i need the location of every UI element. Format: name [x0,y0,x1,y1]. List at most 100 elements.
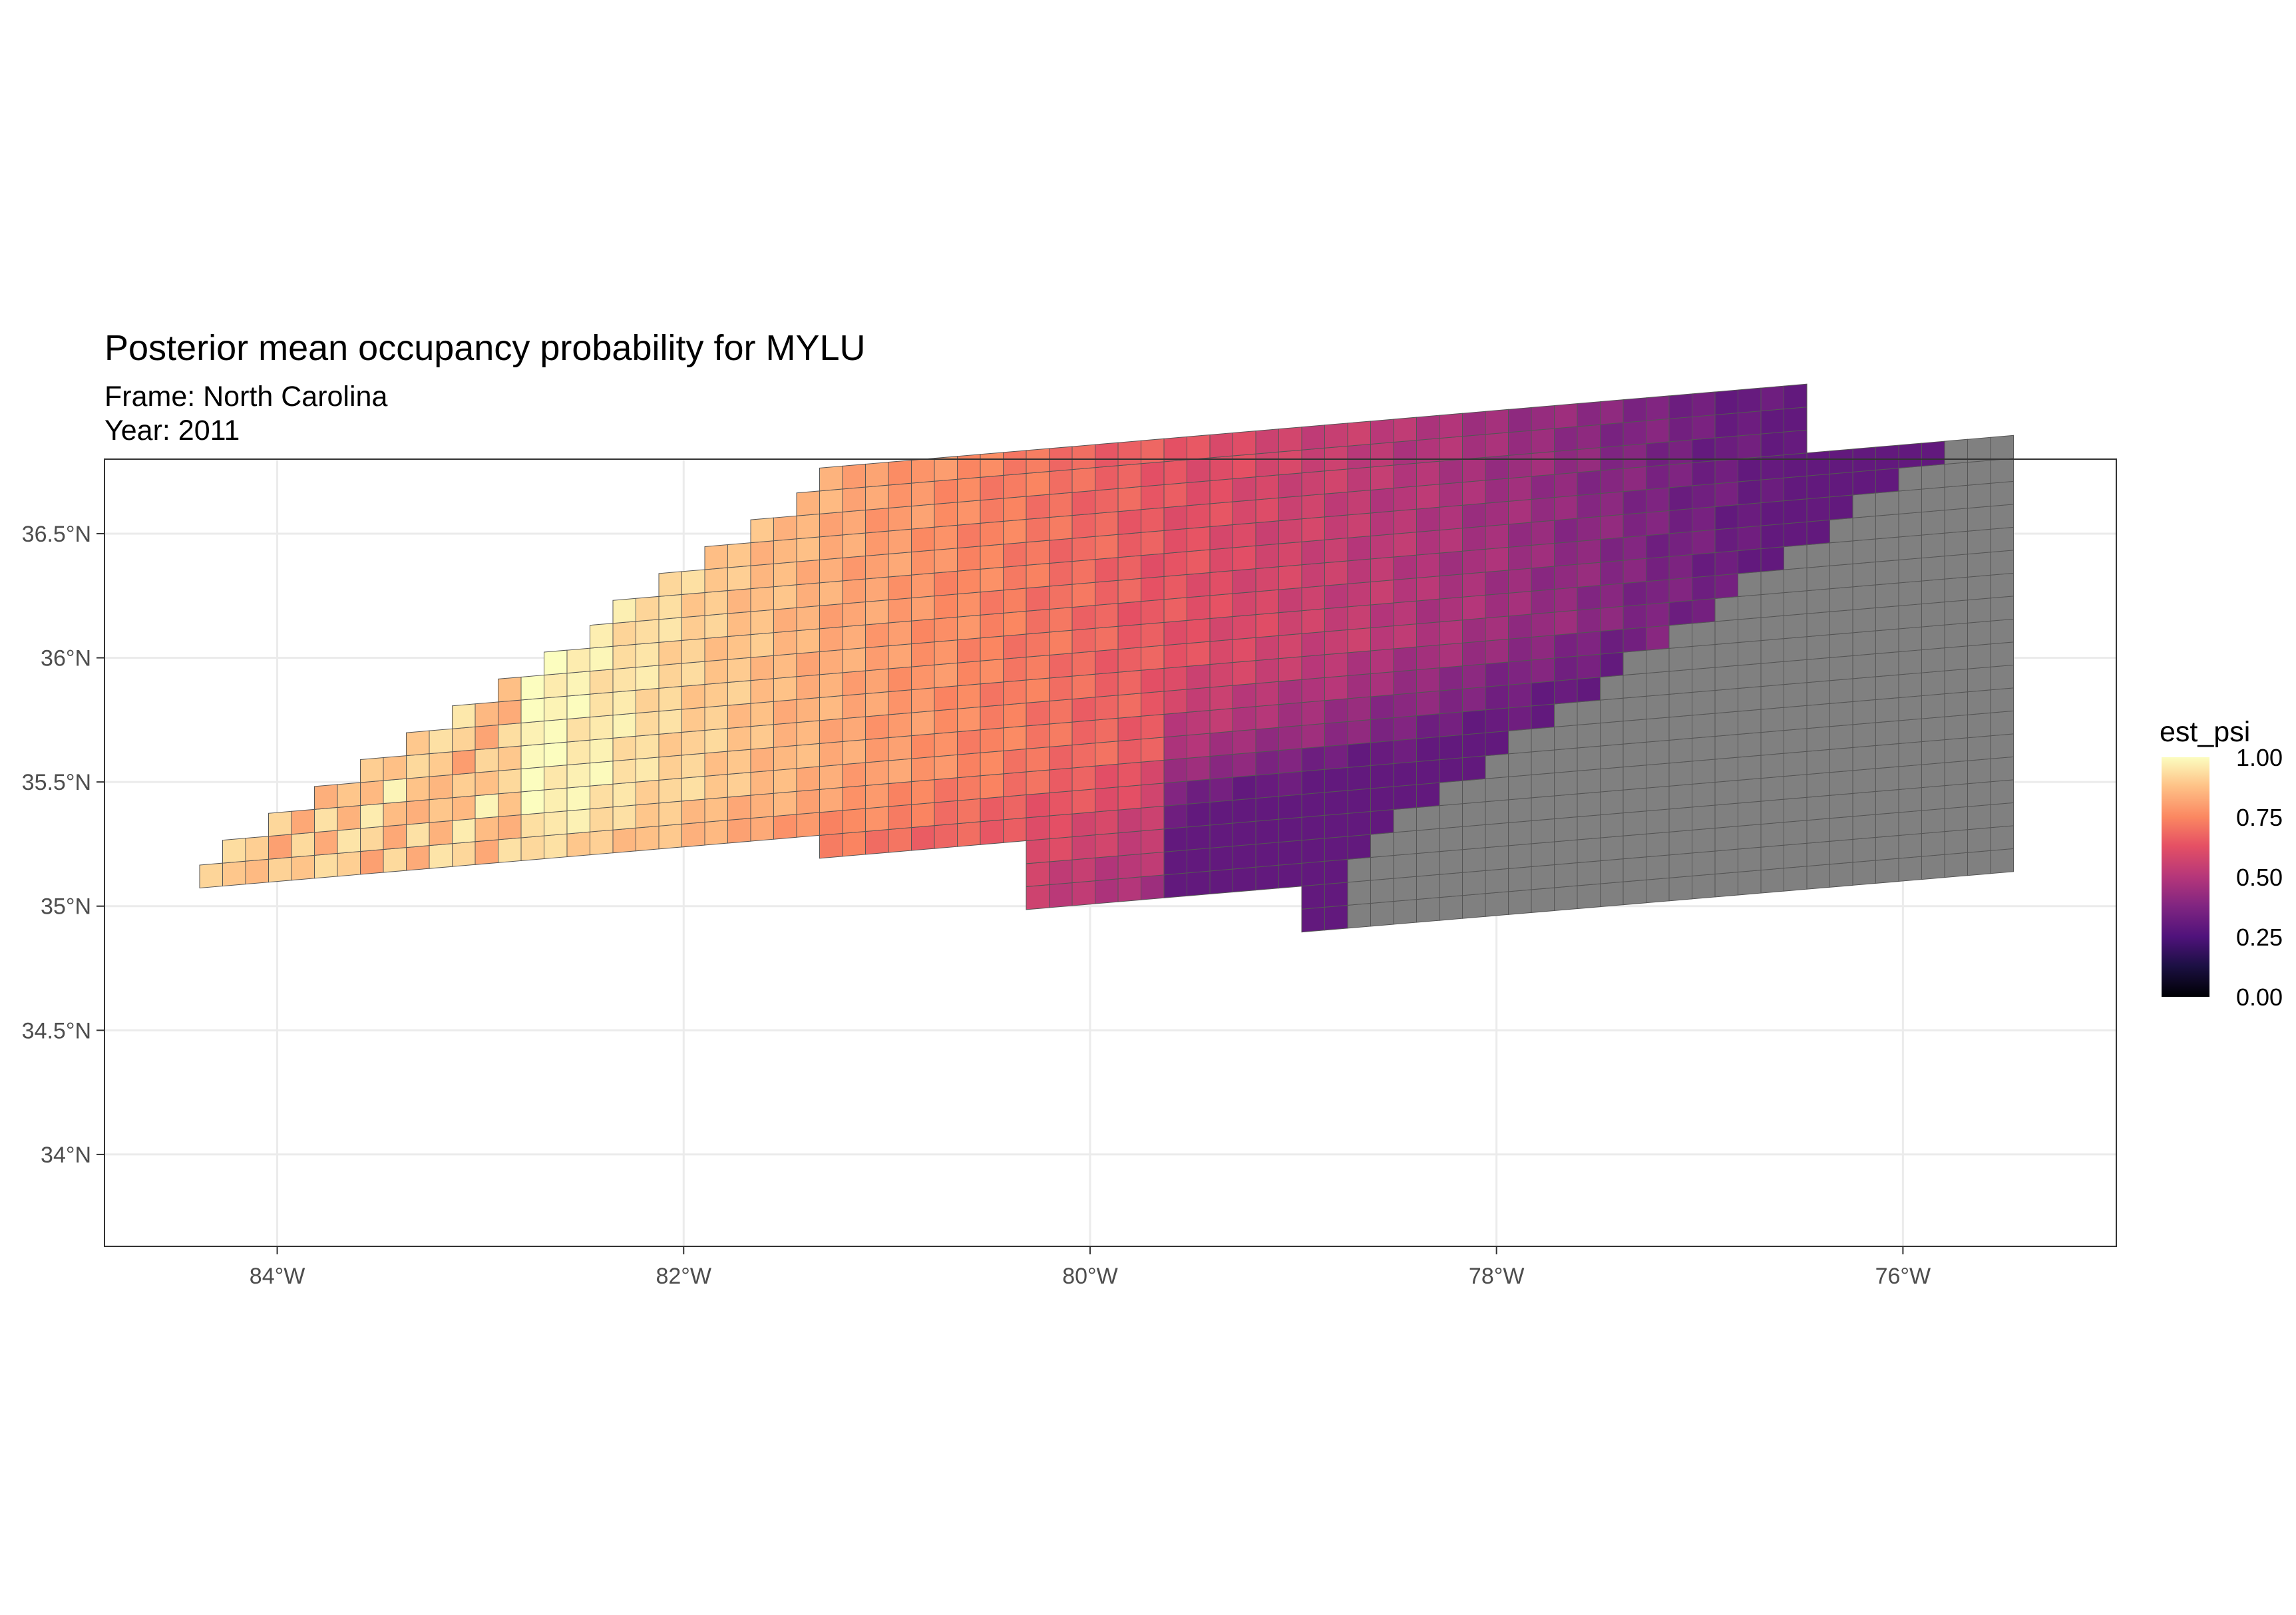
grid-cell [1071,536,1095,562]
grid-cell [911,504,935,530]
grid-cell-missing [1508,797,1532,823]
grid-cell [1646,556,1670,582]
grid-cell [1324,836,1348,862]
grid-cell [1324,882,1348,908]
grid-cell-missing [1829,770,1853,796]
grid-cell [1324,675,1348,701]
grid-cell [911,480,935,507]
grid-cell [1393,646,1417,673]
grid-cell [888,528,912,555]
grid-cell [1485,409,1509,435]
grid-cell [1393,462,1417,489]
grid-cell [1370,808,1394,835]
grid-cell [475,770,498,797]
grid-cell [1416,713,1440,739]
grid-cell [727,703,751,729]
grid-cell [1462,456,1486,483]
grid-cell-missing [1829,563,1853,590]
grid-cell [1416,552,1440,579]
grid-cell-missing [1554,816,1578,842]
grid-cell [1714,389,1738,415]
grid-cell-missing [1646,831,1670,858]
grid-cell-missing [1921,693,1945,719]
grid-cell [773,722,797,748]
grid-cell [1209,593,1233,620]
grid-cell [888,598,912,624]
grid-cell [1531,450,1555,477]
grid-cell [1209,478,1233,504]
grid-cell [1209,685,1233,711]
grid-cell [1117,601,1141,627]
grid-cell-missing [1714,641,1738,668]
grid-cell [1095,511,1119,537]
grid-cell [1347,581,1371,608]
grid-cell [1301,470,1325,496]
grid-cell [911,526,935,553]
grid-cell-missing [1577,837,1601,864]
grid-cell [1462,640,1486,667]
grid-cell [1026,815,1050,841]
grid-cell [727,657,751,683]
grid-cell [773,676,797,702]
grid-cell [704,820,728,846]
grid-cell-missing [1852,538,1876,564]
grid-cell [498,837,522,863]
grid-cell [1347,443,1371,470]
grid-cell [1921,441,1945,467]
grid-cell [1875,467,1899,494]
grid-cell-missing [1714,825,1738,852]
grid-cell [337,850,361,877]
grid-cell-missing [1898,466,1922,492]
grid-cell [636,619,660,645]
grid-cell [1003,588,1027,614]
grid-cell-missing [1668,623,1692,649]
grid-cell [1416,667,1440,693]
grid-cell [1393,738,1417,765]
grid-cell-missing [1738,617,1762,643]
grid-cell [1324,652,1348,678]
grid-cell [429,774,453,801]
grid-cell-missing [1531,749,1555,775]
grid-cell-missing [1967,620,1991,647]
grid-cell [590,829,614,856]
grid-cell-missing [1760,776,1784,802]
grid-cell [1301,792,1325,818]
grid-cell [1852,469,1876,496]
grid-cell [1508,476,1532,502]
grid-cell [1095,603,1119,629]
grid-cell [658,823,682,850]
grid-cell-missing [1806,703,1830,729]
grid-cell [1278,495,1302,522]
grid-cell-missing [1668,807,1692,832]
grid-cell-missing [1760,592,1784,618]
grid-cell [566,671,590,697]
grid-cell-missing [1898,649,1922,675]
grid-cell-missing [1829,816,1853,842]
grid-cell [1026,448,1050,474]
grid-cell [865,783,889,809]
grid-cell [911,825,935,851]
grid-cell-missing [1806,680,1830,706]
grid-cell [1714,527,1738,553]
grid-cell [1347,604,1371,630]
grid-cell [452,749,476,775]
grid-cell [1623,420,1646,447]
grid-cell-missing [1623,649,1646,676]
grid-cell [773,745,797,771]
grid-cell-missing [1921,578,1945,605]
grid-cell-missing [1990,480,2014,507]
grid-cell [1003,496,1027,522]
grid-cell-missing [1646,763,1670,789]
grid-cell [1324,491,1348,518]
grid-cell [1117,830,1141,856]
grid-cell [1485,616,1509,641]
grid-cell-missing [1692,643,1716,670]
grid-cell [1347,719,1371,745]
grid-cell [681,775,705,802]
grid-cell [681,637,705,664]
grid-cell [796,720,820,746]
grid-cell [658,594,682,620]
grid-cell [1347,673,1371,699]
grid-cell [819,718,843,744]
grid-cell-missing [1967,781,1991,807]
